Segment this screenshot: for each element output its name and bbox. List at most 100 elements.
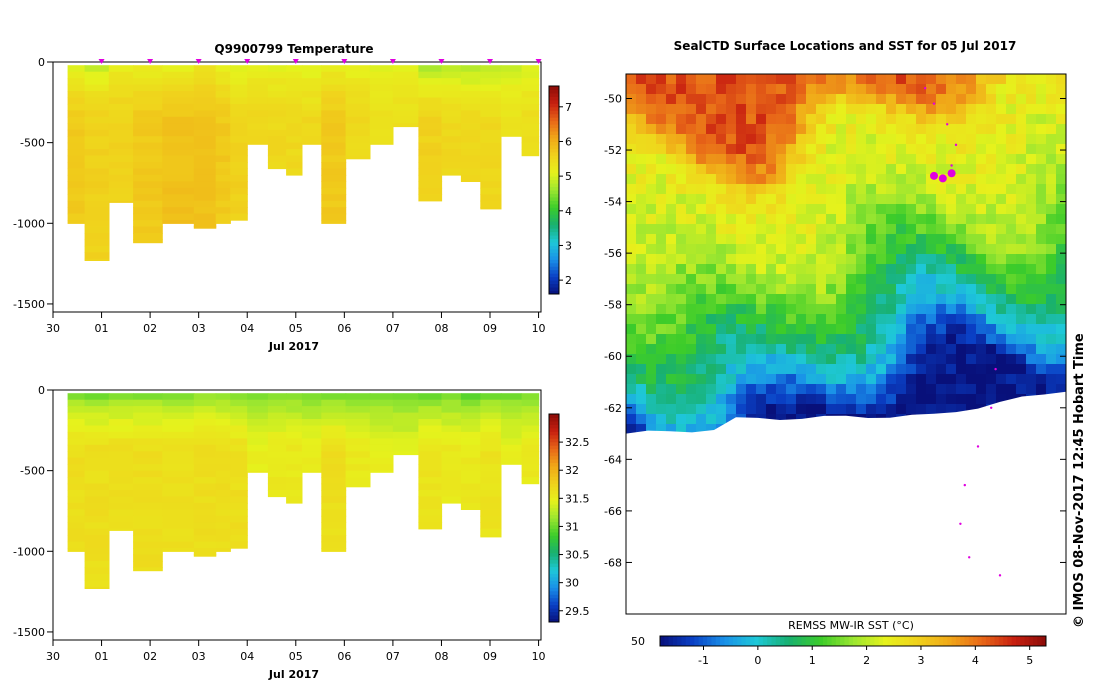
sst-cell: [1046, 164, 1057, 175]
sst-cell: [716, 374, 727, 385]
sst-cell: [1046, 124, 1057, 135]
sst-cell: [1056, 174, 1066, 185]
colorbar-segment: [549, 431, 559, 436]
temperature-cell: [133, 123, 163, 131]
sst-cell: [926, 294, 937, 305]
sst-cell: [916, 374, 927, 385]
temperature-cell: [162, 149, 195, 157]
sst-cell: [996, 194, 1007, 205]
sst-cell: [766, 324, 777, 335]
sst-cell: [706, 354, 717, 365]
colorbar-segment: [549, 287, 559, 292]
sst-cell: [926, 404, 937, 415]
temperature-cell: [247, 116, 269, 124]
sst-cell: [956, 394, 967, 405]
sst-cell: [756, 84, 767, 95]
sst-cell: [986, 394, 997, 405]
salinity-cell: [369, 412, 394, 420]
salinity-cell: [133, 567, 163, 572]
sst-cell: [916, 234, 927, 245]
salinity-cell: [500, 399, 523, 407]
sst-cell: [826, 284, 837, 295]
salinity-cell: [162, 477, 195, 485]
sst-cell: [756, 264, 767, 275]
sst-cell: [866, 124, 877, 135]
sst-cell: [886, 124, 897, 135]
sst-cell: [656, 334, 667, 345]
sst-cell: [806, 164, 817, 175]
sst-cell: [1016, 124, 1027, 135]
salinity-cell: [215, 541, 231, 549]
sst-cell: [1006, 94, 1017, 105]
sst-cell: [956, 204, 967, 215]
salinity-cell: [84, 509, 110, 517]
temperature-cell: [84, 168, 110, 176]
temperature-cell: [480, 194, 502, 202]
colorbar-segment: [549, 497, 559, 502]
temperature-cell: [369, 136, 394, 144]
sst-cell: [1006, 124, 1017, 135]
salinity-cell: [441, 490, 462, 498]
colorbar-segment: [549, 441, 559, 446]
sst-cell: [696, 124, 707, 135]
temperature-cell: [108, 149, 134, 157]
sst-cell: [726, 344, 737, 355]
temperature-cell: [321, 123, 347, 131]
sst-cell: [626, 384, 637, 395]
sst-cell: [866, 314, 877, 325]
sst-cell: [976, 154, 987, 165]
sst-colorbar-segment: [973, 636, 978, 646]
sst-cell: [716, 124, 727, 135]
sst-cell: [816, 264, 827, 275]
sst-cell: [866, 154, 877, 165]
salinity-cell: [521, 412, 540, 420]
salinity-cell: [162, 431, 195, 439]
x-tick-label: 04: [240, 322, 254, 335]
salinity-cell: [286, 412, 303, 420]
temperature-cell: [345, 116, 371, 124]
sst-cell: [926, 214, 937, 225]
sst-cell: [896, 154, 907, 165]
sst-cell: [1016, 254, 1027, 265]
salinity-cell: [108, 412, 134, 420]
sst-cell: [816, 304, 827, 315]
x-tick-label: 02: [143, 650, 157, 663]
salinity-cell: [321, 393, 347, 401]
profile-marker: [487, 59, 494, 64]
sst-cell: [886, 154, 897, 165]
temperature-cell: [267, 123, 287, 131]
sst-cell: [916, 254, 927, 265]
sst-cell: [726, 144, 737, 155]
sst-cell: [836, 334, 847, 345]
salinity-cell: [133, 470, 163, 478]
sst-colorbar-segment: [908, 636, 914, 646]
sst-cell: [926, 74, 937, 85]
sst-cell: [926, 84, 937, 95]
salinity-cell: [84, 490, 110, 498]
sst-cell: [856, 94, 867, 105]
sst-cell: [936, 264, 947, 275]
temperature-cell: [108, 71, 134, 79]
sst-cell: [1046, 264, 1057, 275]
salinity-cell: [230, 425, 248, 433]
sst-cell: [786, 134, 797, 145]
salinity-cell: [480, 419, 502, 427]
sst-cell: [666, 184, 677, 195]
temperature-cell: [418, 65, 443, 73]
sst-cell: [696, 354, 707, 365]
sst-cell: [906, 274, 917, 285]
sst-cell: [976, 74, 987, 85]
sst-cell: [756, 174, 767, 185]
sst-cell: [626, 74, 637, 85]
colorbar-segment: [549, 524, 559, 529]
salinity-cell: [521, 399, 540, 407]
salinity-cell: [215, 464, 231, 472]
salinity-cell: [84, 567, 110, 575]
sst-cell: [1026, 384, 1037, 395]
sst-cell: [716, 214, 727, 225]
salinity-cell: [369, 399, 394, 407]
sst-cell: [726, 94, 737, 105]
sst-cell: [696, 384, 707, 395]
sst-cell: [696, 214, 707, 225]
sst-cell: [666, 214, 677, 225]
